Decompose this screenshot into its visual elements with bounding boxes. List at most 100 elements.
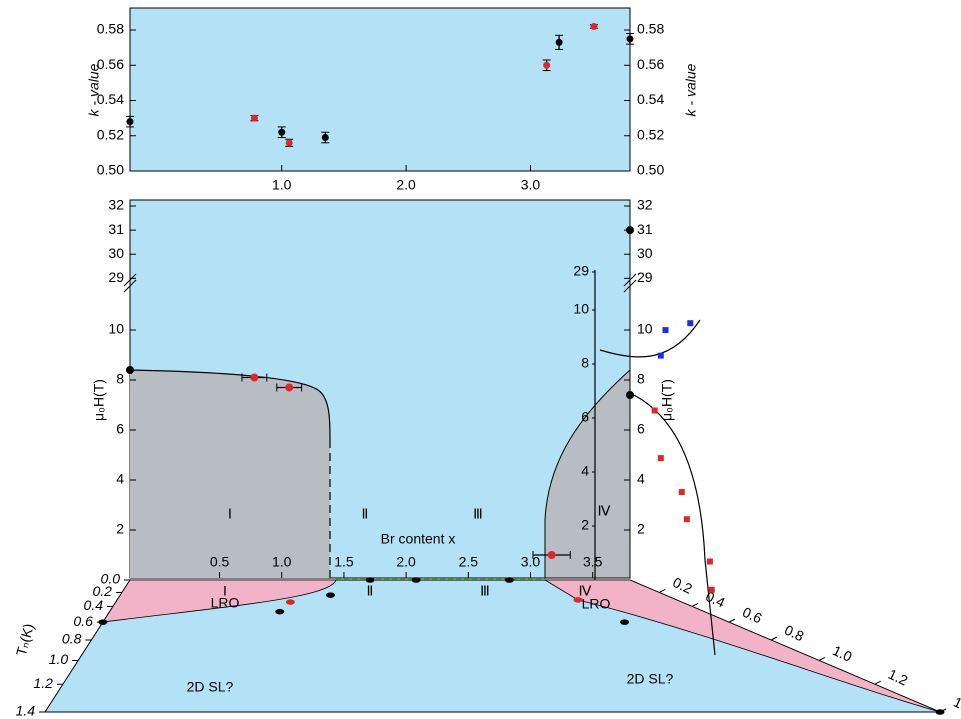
y-tick <box>770 636 778 641</box>
wall-boundary <box>629 392 716 656</box>
point <box>555 38 563 46</box>
y-axis-label: μ₀H(T) <box>659 379 675 421</box>
y-tick-label: 1.0 <box>830 642 855 665</box>
y-tick-label: 0.52 <box>97 126 124 142</box>
region-label: Ⅲ <box>480 583 490 599</box>
point <box>620 619 630 625</box>
y-tick-label: 8 <box>116 371 124 387</box>
y-tick-label: 0.4 <box>703 588 728 611</box>
phase-region <box>544 368 631 579</box>
y-axis-label: Tₙ(K) <box>13 622 37 658</box>
y-tick-label: 0.50 <box>97 162 124 178</box>
x-tick-label: 1.0 <box>272 177 292 193</box>
wall-point <box>651 407 658 414</box>
y-tick-label: 0.56 <box>637 56 664 72</box>
inset-tick-label: 29 <box>573 263 589 279</box>
region-label: Ⅰ <box>228 506 232 522</box>
top-panel <box>129 7 631 172</box>
point <box>126 118 134 126</box>
y-tick-label: 8 <box>637 371 645 387</box>
region-label: Ⅳ <box>579 583 592 599</box>
y-tick-label: 6 <box>637 421 645 437</box>
y-tick-label: 2 <box>637 521 645 537</box>
wall-point <box>706 558 713 565</box>
y-tick-label: 1.2 <box>33 675 53 691</box>
point <box>626 226 634 235</box>
region-label: I <box>223 583 227 599</box>
x-tick-label: 2.0 <box>396 177 416 193</box>
point <box>504 577 514 583</box>
y-tick-label: 0.50 <box>637 162 664 178</box>
y-tick-label: 0.2 <box>93 583 113 599</box>
y-tick-label: 1.4 <box>951 694 961 717</box>
region-label: LRO <box>211 595 240 611</box>
point <box>285 139 293 147</box>
y-tick-label: 31 <box>108 221 124 237</box>
region-label: LRO <box>582 596 611 612</box>
point <box>547 551 556 559</box>
y-tick-label: 1.2 <box>886 666 911 689</box>
y-axis-label: μ₀H(T) <box>91 379 107 421</box>
point <box>626 391 634 399</box>
y-tick-label: 32 <box>108 197 124 213</box>
wall-point <box>683 516 690 523</box>
inset-tick-label: 6 <box>581 409 589 425</box>
point <box>285 599 295 605</box>
point <box>278 128 286 136</box>
y-tick-label: 1.0 <box>49 651 69 667</box>
phase-region <box>130 370 330 578</box>
x-tick-label: 2.5 <box>459 554 479 570</box>
inset-tick-label: 8 <box>581 355 589 371</box>
lro-region <box>543 579 941 713</box>
wall-point <box>657 455 664 462</box>
point <box>98 619 108 625</box>
y-tick-label: 0.56 <box>97 56 124 72</box>
point <box>250 114 258 122</box>
region-label: 2D SL? <box>627 671 674 687</box>
y-axis-label: k - value <box>86 63 102 116</box>
point <box>365 577 375 583</box>
y-tick-label: 29 <box>637 269 653 285</box>
point <box>275 608 285 615</box>
y-tick-label: 0.6 <box>73 613 93 629</box>
point <box>285 383 294 392</box>
point <box>250 373 259 382</box>
inset-tick-label: 10 <box>573 301 589 317</box>
wall-point <box>687 320 694 327</box>
y-tick-label: 1.4 <box>16 703 36 719</box>
point <box>325 592 335 598</box>
x-axis-label: Br content x <box>381 531 456 547</box>
point <box>573 597 583 603</box>
y-tick <box>818 657 826 661</box>
point <box>411 577 421 583</box>
y-axis-label: k - value <box>683 63 699 116</box>
wall-boundary <box>599 319 701 358</box>
wall-point <box>662 327 669 334</box>
y-tick-label: 0.0 <box>101 571 121 587</box>
y-tick-label: 0.6 <box>740 604 765 627</box>
y-tick <box>728 618 736 623</box>
lro-region <box>102 579 337 623</box>
x-tick-label: 0.5 <box>210 554 230 570</box>
y-tick <box>874 680 881 685</box>
y-tick-label: 30 <box>637 245 653 261</box>
y-tick-label: 0.58 <box>637 21 664 37</box>
y-tick-label: 10 <box>637 321 653 337</box>
region-label: Ⅲ <box>473 506 483 522</box>
phase-boundary <box>129 369 331 441</box>
region-label: Ⅱ <box>367 583 374 599</box>
y-tick-label: 4 <box>116 471 124 487</box>
point <box>321 134 329 142</box>
y-tick-label: 0.54 <box>637 91 664 107</box>
point <box>543 61 551 69</box>
point <box>590 23 598 31</box>
region-label: Ⅱ <box>362 506 369 522</box>
y-tick-label: 0.8 <box>62 631 82 647</box>
x-tick-label: 1.0 <box>272 554 292 570</box>
x-tick-label: 3.5 <box>583 554 603 570</box>
y-tick <box>691 602 699 607</box>
y-tick-label: 32 <box>637 197 653 213</box>
wall-point <box>708 586 715 593</box>
y-tick-label: 0.4 <box>84 597 104 613</box>
y-tick-label: 0.58 <box>97 21 124 37</box>
